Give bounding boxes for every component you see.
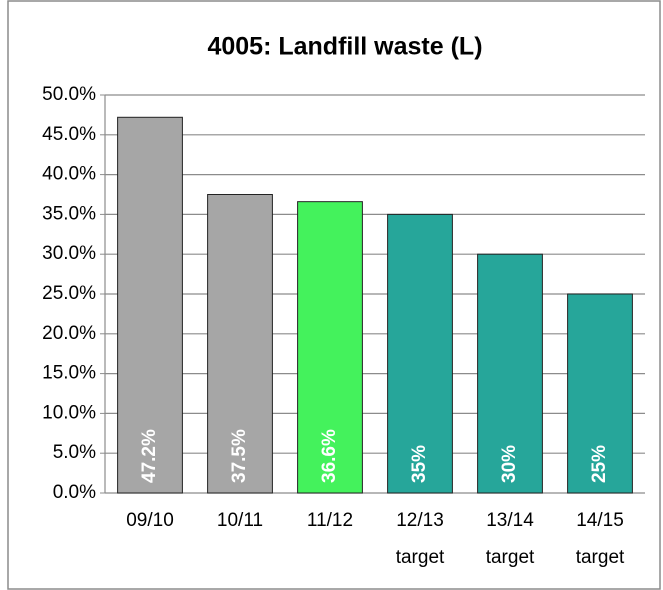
bar	[297, 201, 363, 494]
y-tick-label: 20.0%	[42, 323, 96, 344]
bar	[567, 293, 633, 494]
bar-value-label: 37.5%	[229, 429, 250, 483]
y-tick-label: 30.0%	[42, 243, 96, 264]
y-tick-label: 35.0%	[42, 203, 96, 224]
bar-value-label: 47.2%	[139, 429, 160, 483]
bar-value-label: 35%	[409, 445, 430, 483]
y-tick-label: 50.0%	[42, 84, 96, 105]
y-tick-label: 25.0%	[42, 283, 96, 304]
y-tick-label: 45.0%	[42, 124, 96, 145]
bar	[387, 213, 453, 494]
bar	[117, 116, 183, 494]
x-tick-label: 10/11	[216, 510, 264, 531]
x-tick-label: 11/12	[306, 510, 354, 531]
y-tick-label: 10.0%	[42, 402, 96, 423]
bar	[207, 194, 273, 494]
y-tick-label: 5.0%	[53, 442, 96, 463]
y-tick-label: 0.0%	[53, 482, 96, 503]
y-tick-label: 15.0%	[42, 363, 96, 384]
x-tick-label: 09/10	[126, 510, 174, 531]
bar-value-label: 25%	[589, 445, 610, 483]
x-tick-label: 13/14 target	[485, 510, 535, 568]
x-tick-label: 12/13 target	[395, 510, 445, 568]
bar-value-label: 36.6%	[319, 429, 340, 483]
chart-frame	[7, 0, 661, 590]
chart-title: 4005: Landfill waste (L)	[207, 33, 482, 61]
bar	[477, 253, 543, 494]
bar-value-label: 30%	[499, 445, 520, 483]
y-tick-label: 40.0%	[42, 164, 96, 185]
x-tick-label: 14/15 target	[575, 510, 625, 568]
